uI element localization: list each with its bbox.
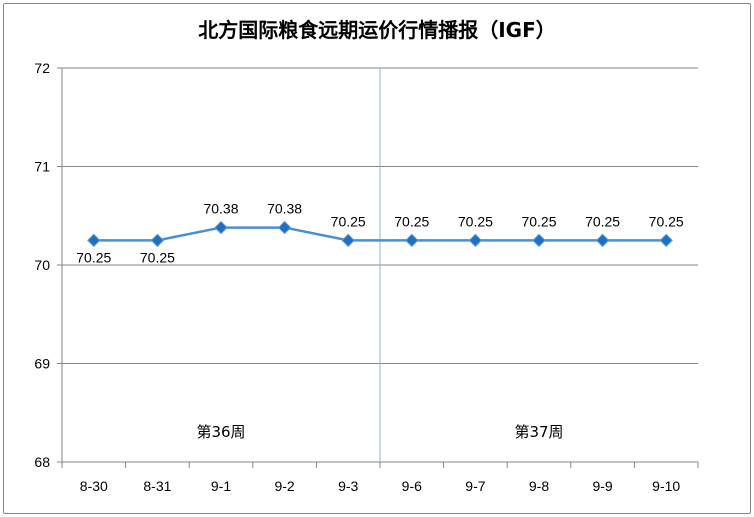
data-point-marker [277, 220, 292, 235]
x-tick-label: 9-3 [338, 478, 358, 494]
x-tick-label: 9-10 [652, 478, 680, 494]
data-point-marker [659, 233, 673, 248]
data-point-marker [214, 220, 228, 235]
series-markers [87, 220, 673, 248]
data-label: 70.25 [458, 213, 493, 229]
data-label: 70.25 [585, 213, 620, 229]
x-tick-label: 8-30 [80, 478, 108, 494]
x-tick-label: 9-1 [211, 478, 231, 494]
data-point-marker [87, 233, 101, 248]
data-label: 70.25 [140, 249, 175, 265]
data-label: 70.25 [521, 213, 556, 229]
data-label: 70.38 [267, 201, 302, 217]
y-tick-label: 69 [34, 356, 50, 372]
week-label: 第36周 [196, 423, 245, 441]
data-label: 70.38 [203, 201, 238, 217]
series-line [93, 226, 667, 242]
chart-frame [3, 3, 751, 514]
y-tick-label: 71 [34, 159, 50, 175]
data-point-marker [532, 233, 546, 248]
x-tick-label: 9-2 [274, 478, 294, 494]
x-tick-label: 9-6 [402, 478, 422, 494]
data-label: 70.25 [76, 249, 111, 265]
data-point-marker [595, 233, 610, 248]
data-point-marker [405, 233, 419, 248]
y-tick-label: 68 [34, 454, 50, 470]
x-tick-label: 8-31 [143, 478, 171, 494]
data-label: 70.25 [394, 213, 429, 229]
week-label: 第37周 [514, 423, 563, 441]
x-tick-label: 9-7 [465, 478, 485, 494]
series-polyline [93, 226, 667, 242]
y-tick-label: 72 [34, 60, 50, 76]
data-point-marker [150, 233, 165, 248]
x-tick-label: 9-9 [592, 478, 612, 494]
week-labels: 第36周 第37周 [196, 423, 563, 441]
data-label: 70.25 [331, 213, 366, 229]
data-point-marker [468, 233, 483, 248]
x-tick-label: 9-8 [529, 478, 549, 494]
data-labels: 70.25 70.25 70.38 70.38 70.25 70.25 70.25 70.25… [76, 201, 684, 266]
y-tick-label: 70 [34, 257, 50, 273]
y-axis-ticks: 68 69 70 71 72 [34, 60, 62, 470]
data-label: 70.25 [649, 213, 684, 229]
x-axis-ticks: 8-30 8-31 9-1 9-2 9-3 9-6 9-7 9-8 9-9 9-10 [61, 462, 699, 494]
data-point-marker [341, 233, 355, 248]
chart-title: 北方国际粮食远期运价行情播报（IGF） [198, 18, 556, 42]
